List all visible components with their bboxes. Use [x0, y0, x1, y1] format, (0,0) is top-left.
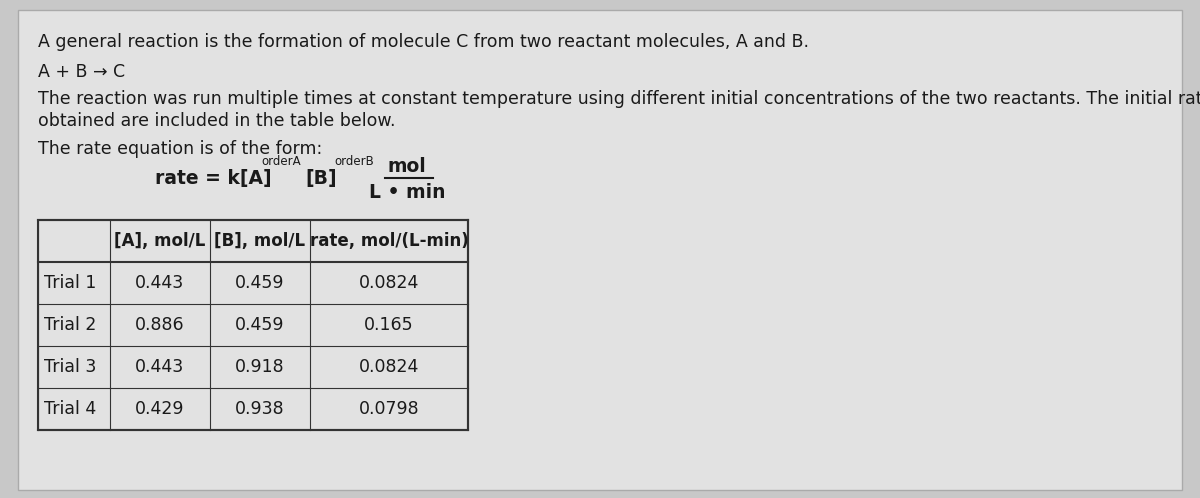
Bar: [38, 220, 468, 430]
Text: rate = k[A]: rate = k[A]: [155, 168, 271, 188]
FancyBboxPatch shape: [18, 10, 1182, 490]
Text: 0.0798: 0.0798: [359, 400, 419, 418]
Text: Trial 2: Trial 2: [44, 316, 96, 334]
Text: 0.938: 0.938: [235, 400, 284, 418]
Text: 0.918: 0.918: [235, 358, 284, 376]
Text: [B]: [B]: [305, 168, 337, 188]
Text: [B], mol/L: [B], mol/L: [215, 232, 306, 250]
Text: The rate equation is of the form:: The rate equation is of the form:: [38, 140, 323, 158]
Text: [A], mol/L: [A], mol/L: [114, 232, 205, 250]
Text: obtained are included in the table below.: obtained are included in the table below…: [38, 112, 396, 130]
Text: mol: mol: [388, 156, 426, 175]
Text: 0.0824: 0.0824: [359, 358, 419, 376]
Text: orderB: orderB: [334, 155, 373, 168]
Text: 0.443: 0.443: [136, 274, 185, 292]
Text: 0.0824: 0.0824: [359, 274, 419, 292]
Text: A general reaction is the formation of molecule C from two reactant molecules, A: A general reaction is the formation of m…: [38, 33, 809, 51]
Text: Trial 1: Trial 1: [44, 274, 96, 292]
Text: 0.443: 0.443: [136, 358, 185, 376]
Text: L • min: L • min: [368, 182, 445, 202]
Text: 0.459: 0.459: [235, 274, 284, 292]
Text: 0.886: 0.886: [136, 316, 185, 334]
Text: 0.459: 0.459: [235, 316, 284, 334]
Text: 0.429: 0.429: [136, 400, 185, 418]
Text: rate, mol/(L-min): rate, mol/(L-min): [310, 232, 468, 250]
Text: orderA: orderA: [262, 155, 301, 168]
Text: The reaction was run multiple times at constant temperature using different init: The reaction was run multiple times at c…: [38, 90, 1200, 108]
Text: Trial 4: Trial 4: [44, 400, 96, 418]
Text: 0.165: 0.165: [364, 316, 414, 334]
Text: Trial 3: Trial 3: [44, 358, 96, 376]
Text: A + B → C: A + B → C: [38, 63, 125, 81]
